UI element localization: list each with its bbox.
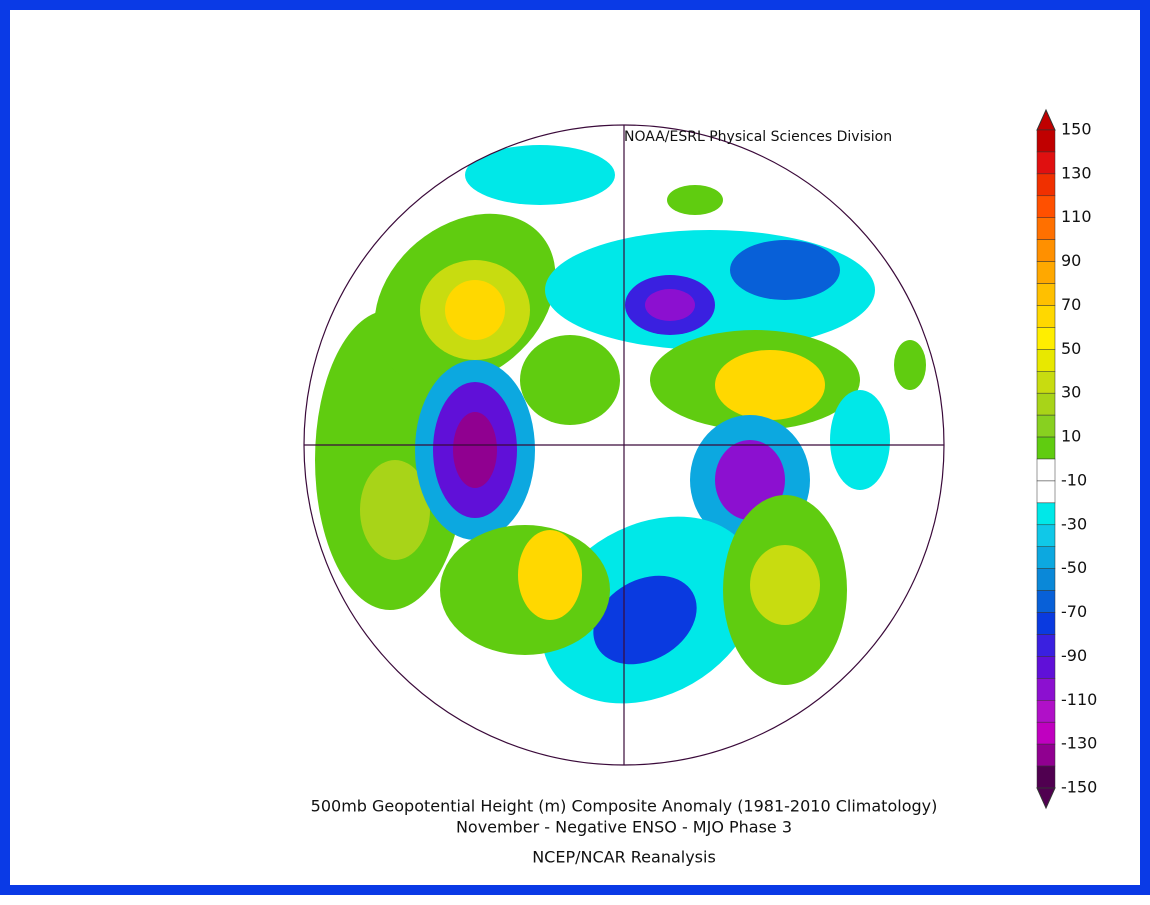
colorbar-label: 70 xyxy=(1061,295,1081,314)
colorbar-band xyxy=(1036,283,1056,306)
caption-title: 500mb Geopotential Height (m) Composite … xyxy=(311,797,938,816)
colorbar-band xyxy=(1036,590,1056,613)
colorbar-label: 10 xyxy=(1061,427,1081,446)
colorbar-band xyxy=(1036,392,1056,416)
positive-anomaly xyxy=(360,460,430,560)
colorbar-label: 90 xyxy=(1061,251,1081,270)
colorbar-band xyxy=(1036,239,1056,262)
positive-anomaly xyxy=(445,280,505,340)
colorbar-label: 30 xyxy=(1061,383,1081,402)
colorbar-label: -150 xyxy=(1061,778,1097,797)
colorbar-band xyxy=(1036,765,1056,789)
colorbar-band xyxy=(1036,480,1056,504)
caption-subtitle: November - Negative ENSO - MJO Phase 3 xyxy=(456,818,792,837)
positive-anomaly xyxy=(667,185,723,215)
caption-source: NCEP/NCAR Reanalysis xyxy=(532,848,716,867)
colorbar-label: 150 xyxy=(1061,120,1092,139)
colorbar-band xyxy=(1036,458,1056,482)
colorbar-band xyxy=(1036,546,1056,569)
colorbar-label: -30 xyxy=(1061,514,1087,533)
colorbar-label: -130 xyxy=(1061,734,1097,753)
negative-anomaly xyxy=(730,240,840,300)
colorbar-band xyxy=(1036,195,1056,218)
colorbar-label: 50 xyxy=(1061,339,1081,358)
colorbar-band xyxy=(1036,721,1056,745)
colorbar-band xyxy=(1036,349,1056,372)
negative-anomaly xyxy=(593,575,697,665)
colorbar-band xyxy=(1036,612,1056,635)
colorbar: 150 130 110 90 70 50 30 10 -10 -30 -50 -70 -90 -110 -1… xyxy=(1036,108,1097,810)
anomaly-field xyxy=(315,145,926,704)
map: NOAA/ESRL Physical Sciences Division 500… xyxy=(303,108,1097,867)
positive-anomaly xyxy=(715,350,825,420)
colorbar-label: 110 xyxy=(1061,207,1092,226)
colorbar-band xyxy=(1036,524,1056,547)
colorbar-band xyxy=(1036,414,1056,438)
positive-anomaly xyxy=(518,530,582,620)
colorbar-label: -10 xyxy=(1061,470,1087,489)
positive-anomaly xyxy=(894,340,926,390)
colorbar-label: -90 xyxy=(1061,646,1087,665)
colorbar-label: -50 xyxy=(1061,558,1087,577)
colorbar-band xyxy=(1036,371,1056,394)
colorbar-band xyxy=(1036,173,1056,197)
colorbar-band xyxy=(1036,305,1056,328)
positive-anomaly xyxy=(520,335,620,425)
colorbar-band xyxy=(1036,502,1056,526)
negative-anomaly xyxy=(465,145,615,205)
colorbar-band xyxy=(1036,129,1056,153)
colorbar-label: -70 xyxy=(1061,602,1087,621)
colorbar-band xyxy=(1036,217,1056,240)
colorbar-band xyxy=(1036,634,1056,657)
colorbar-band xyxy=(1036,700,1056,723)
colorbar-label: 130 xyxy=(1061,163,1092,182)
colorbar-band xyxy=(1036,568,1056,591)
colorbar-band xyxy=(1036,327,1056,350)
colorbar-band xyxy=(1036,261,1056,284)
colorbar-band xyxy=(1036,656,1056,679)
colorbar-arrow xyxy=(1036,108,1056,131)
colorbar-band xyxy=(1036,678,1056,701)
negative-anomaly xyxy=(453,412,497,488)
colorbar-label: -110 xyxy=(1061,690,1097,709)
credit: NOAA/ESRL Physical Sciences Division xyxy=(624,129,892,145)
colorbar-band xyxy=(1036,743,1056,767)
colorbar-band xyxy=(1036,151,1056,175)
negative-anomaly xyxy=(645,289,695,321)
positive-anomaly xyxy=(750,545,820,625)
colorbar-band xyxy=(1036,436,1056,460)
colorbar-arrow xyxy=(1036,787,1056,810)
negative-anomaly xyxy=(830,390,890,490)
